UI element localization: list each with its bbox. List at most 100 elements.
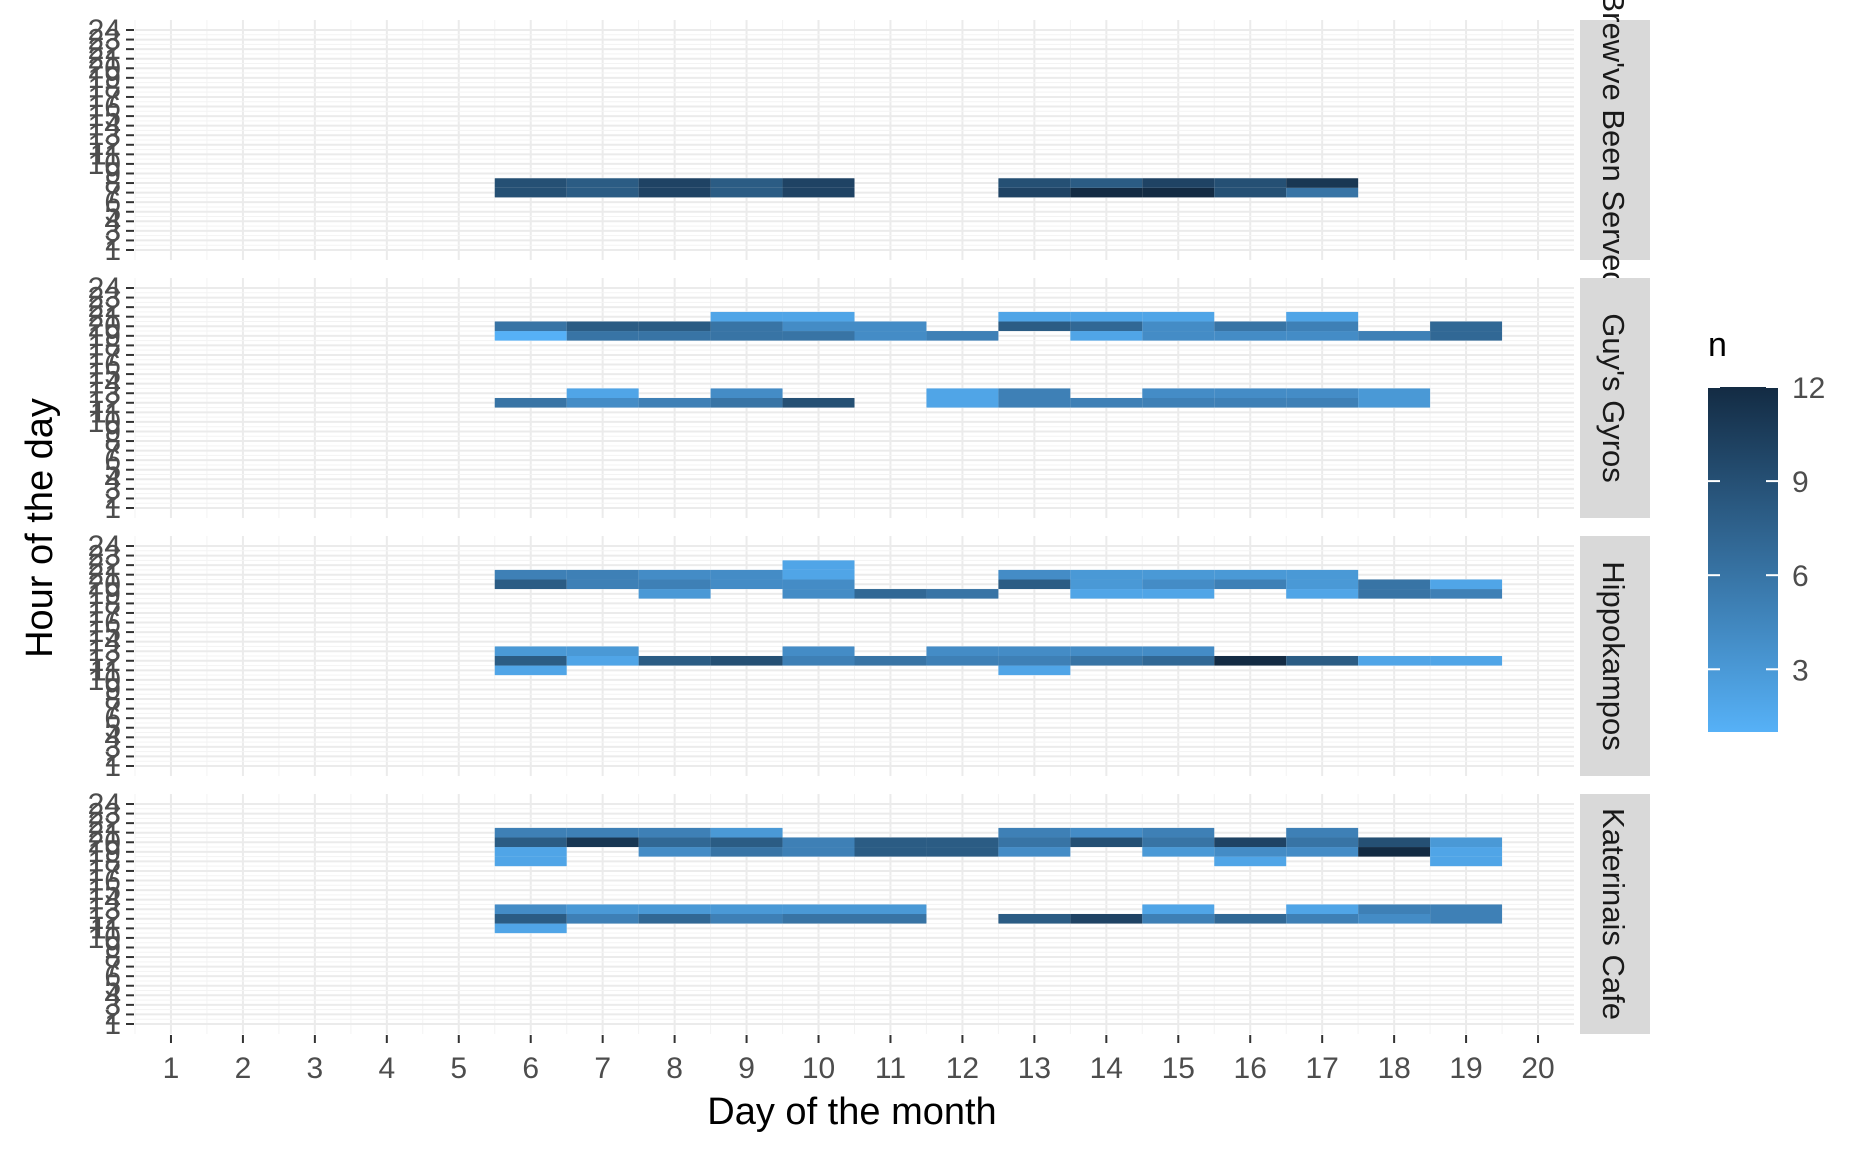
heatmap-cell	[1070, 187, 1143, 198]
heatmap-cell	[566, 646, 639, 656]
heatmap-cell	[1430, 656, 1503, 666]
heatmap-cell	[1430, 589, 1503, 599]
y-tick-label: 10	[88, 922, 121, 955]
y-tick-label: 3	[104, 989, 121, 1022]
heatmap-cell	[1358, 388, 1431, 398]
heatmap-cell	[1142, 589, 1215, 599]
heatmap-cell	[1430, 904, 1503, 914]
heatmap-cell	[1214, 331, 1287, 341]
y-tick-label: 7	[104, 435, 121, 468]
heatmap-cell	[1214, 398, 1287, 408]
heatmap-cell	[494, 187, 567, 198]
heatmap-cell	[1358, 914, 1431, 924]
heatmap-cell	[566, 837, 639, 848]
heatmap-cell	[494, 569, 567, 580]
heatmap-cell	[710, 388, 783, 398]
y-tick-label: 8	[104, 167, 121, 200]
heatmap-cell	[998, 665, 1071, 676]
heatmap-cell	[638, 178, 711, 188]
y-tick-label: 24	[88, 272, 121, 305]
heatmap-cell	[1214, 837, 1287, 848]
y-tick-label: 22	[88, 291, 121, 324]
x-tick-label: 18	[1377, 1052, 1410, 1085]
y-tick-label: 4	[104, 205, 121, 238]
heatmap-cell	[710, 321, 783, 332]
heatmap-cell	[1214, 579, 1287, 590]
heatmap-cell	[710, 827, 783, 838]
heatmap-cell	[998, 398, 1071, 408]
heatmap-cell	[854, 589, 927, 599]
y-tick-label: 19	[88, 62, 121, 95]
heatmap-cell	[1358, 847, 1431, 857]
heatmap-cell	[998, 178, 1071, 188]
heatmap-cell	[710, 579, 783, 590]
y-tick-label: 6	[104, 186, 121, 219]
facet-strip-label: Guy's Gyros	[1596, 313, 1631, 483]
heatmap-cell	[566, 827, 639, 838]
heatmap-cell	[1070, 579, 1143, 590]
y-tick-label: 2	[104, 998, 121, 1031]
y-tick-label: 16	[88, 349, 121, 382]
heatmap-cell	[998, 827, 1071, 838]
heatmap-cell	[1286, 311, 1359, 322]
y-tick-label: 10	[88, 148, 121, 181]
y-tick-label: 20	[88, 310, 121, 343]
heatmap-cell	[1142, 388, 1215, 398]
heatmap-cell	[998, 656, 1071, 666]
heatmap-cell	[566, 398, 639, 408]
y-tick-label: 18	[88, 587, 121, 620]
y-tick-label: 17	[88, 81, 121, 114]
x-tick-label: 11	[875, 1052, 906, 1085]
heatmap-cell	[1070, 321, 1143, 332]
heatmap-cell	[1430, 914, 1503, 924]
heatmap-cell	[782, 178, 855, 188]
heatmap-cell	[1286, 827, 1359, 838]
heatmap-cell	[782, 904, 855, 914]
heatmap-cell	[566, 914, 639, 924]
x-tick-label: 5	[450, 1052, 467, 1085]
heatmap-cell	[1430, 837, 1503, 848]
y-tick-label: 16	[88, 91, 121, 124]
y-tick-label: 20	[88, 52, 121, 85]
heatmap-cell	[1142, 914, 1215, 924]
y-tick-label: 8	[104, 941, 121, 974]
heatmap-cell	[1070, 398, 1143, 408]
y-tick-label: 14	[88, 368, 121, 401]
y-tick-label: 9	[104, 415, 121, 448]
heatmap-cell	[1142, 569, 1215, 580]
heatmap-cell	[782, 321, 855, 332]
color-legend: n 3 6 9 12	[1708, 326, 1825, 732]
y-tick-label: 2	[104, 482, 121, 515]
y-tick-label: 1	[104, 750, 121, 783]
heatmap-cell	[1142, 646, 1215, 656]
heatmap-cell	[1142, 321, 1215, 332]
heatmap-cell	[854, 321, 927, 332]
heatmap-cell	[710, 904, 783, 914]
heatmap-cell	[1214, 321, 1287, 332]
heatmap-cell	[1358, 837, 1431, 848]
y-tick-label: 22	[88, 33, 121, 66]
heatmap-cell	[782, 847, 855, 857]
facet-strip	[1580, 794, 1650, 1034]
heatmap-cell	[1430, 331, 1503, 341]
heatmap-cell	[710, 837, 783, 848]
y-tick-label: 6	[104, 702, 121, 735]
x-tick-label: 14	[1090, 1052, 1123, 1085]
heatmap-cell	[1142, 331, 1215, 341]
heatmap-cell	[710, 187, 783, 198]
heatmap-cell	[1214, 656, 1287, 666]
y-tick-label: 9	[104, 157, 121, 190]
legend-tick-label: 12	[1792, 372, 1825, 405]
y-tick-label: 4	[104, 463, 121, 496]
y-tick-label: 1	[104, 492, 121, 525]
heatmap-cell	[638, 187, 711, 198]
heatmap-cell	[638, 589, 711, 599]
x-tick-label: 7	[594, 1052, 611, 1085]
y-tick-label: 6	[104, 444, 121, 477]
y-tick-label: 24	[88, 530, 121, 563]
heatmap-cell	[1070, 569, 1143, 580]
